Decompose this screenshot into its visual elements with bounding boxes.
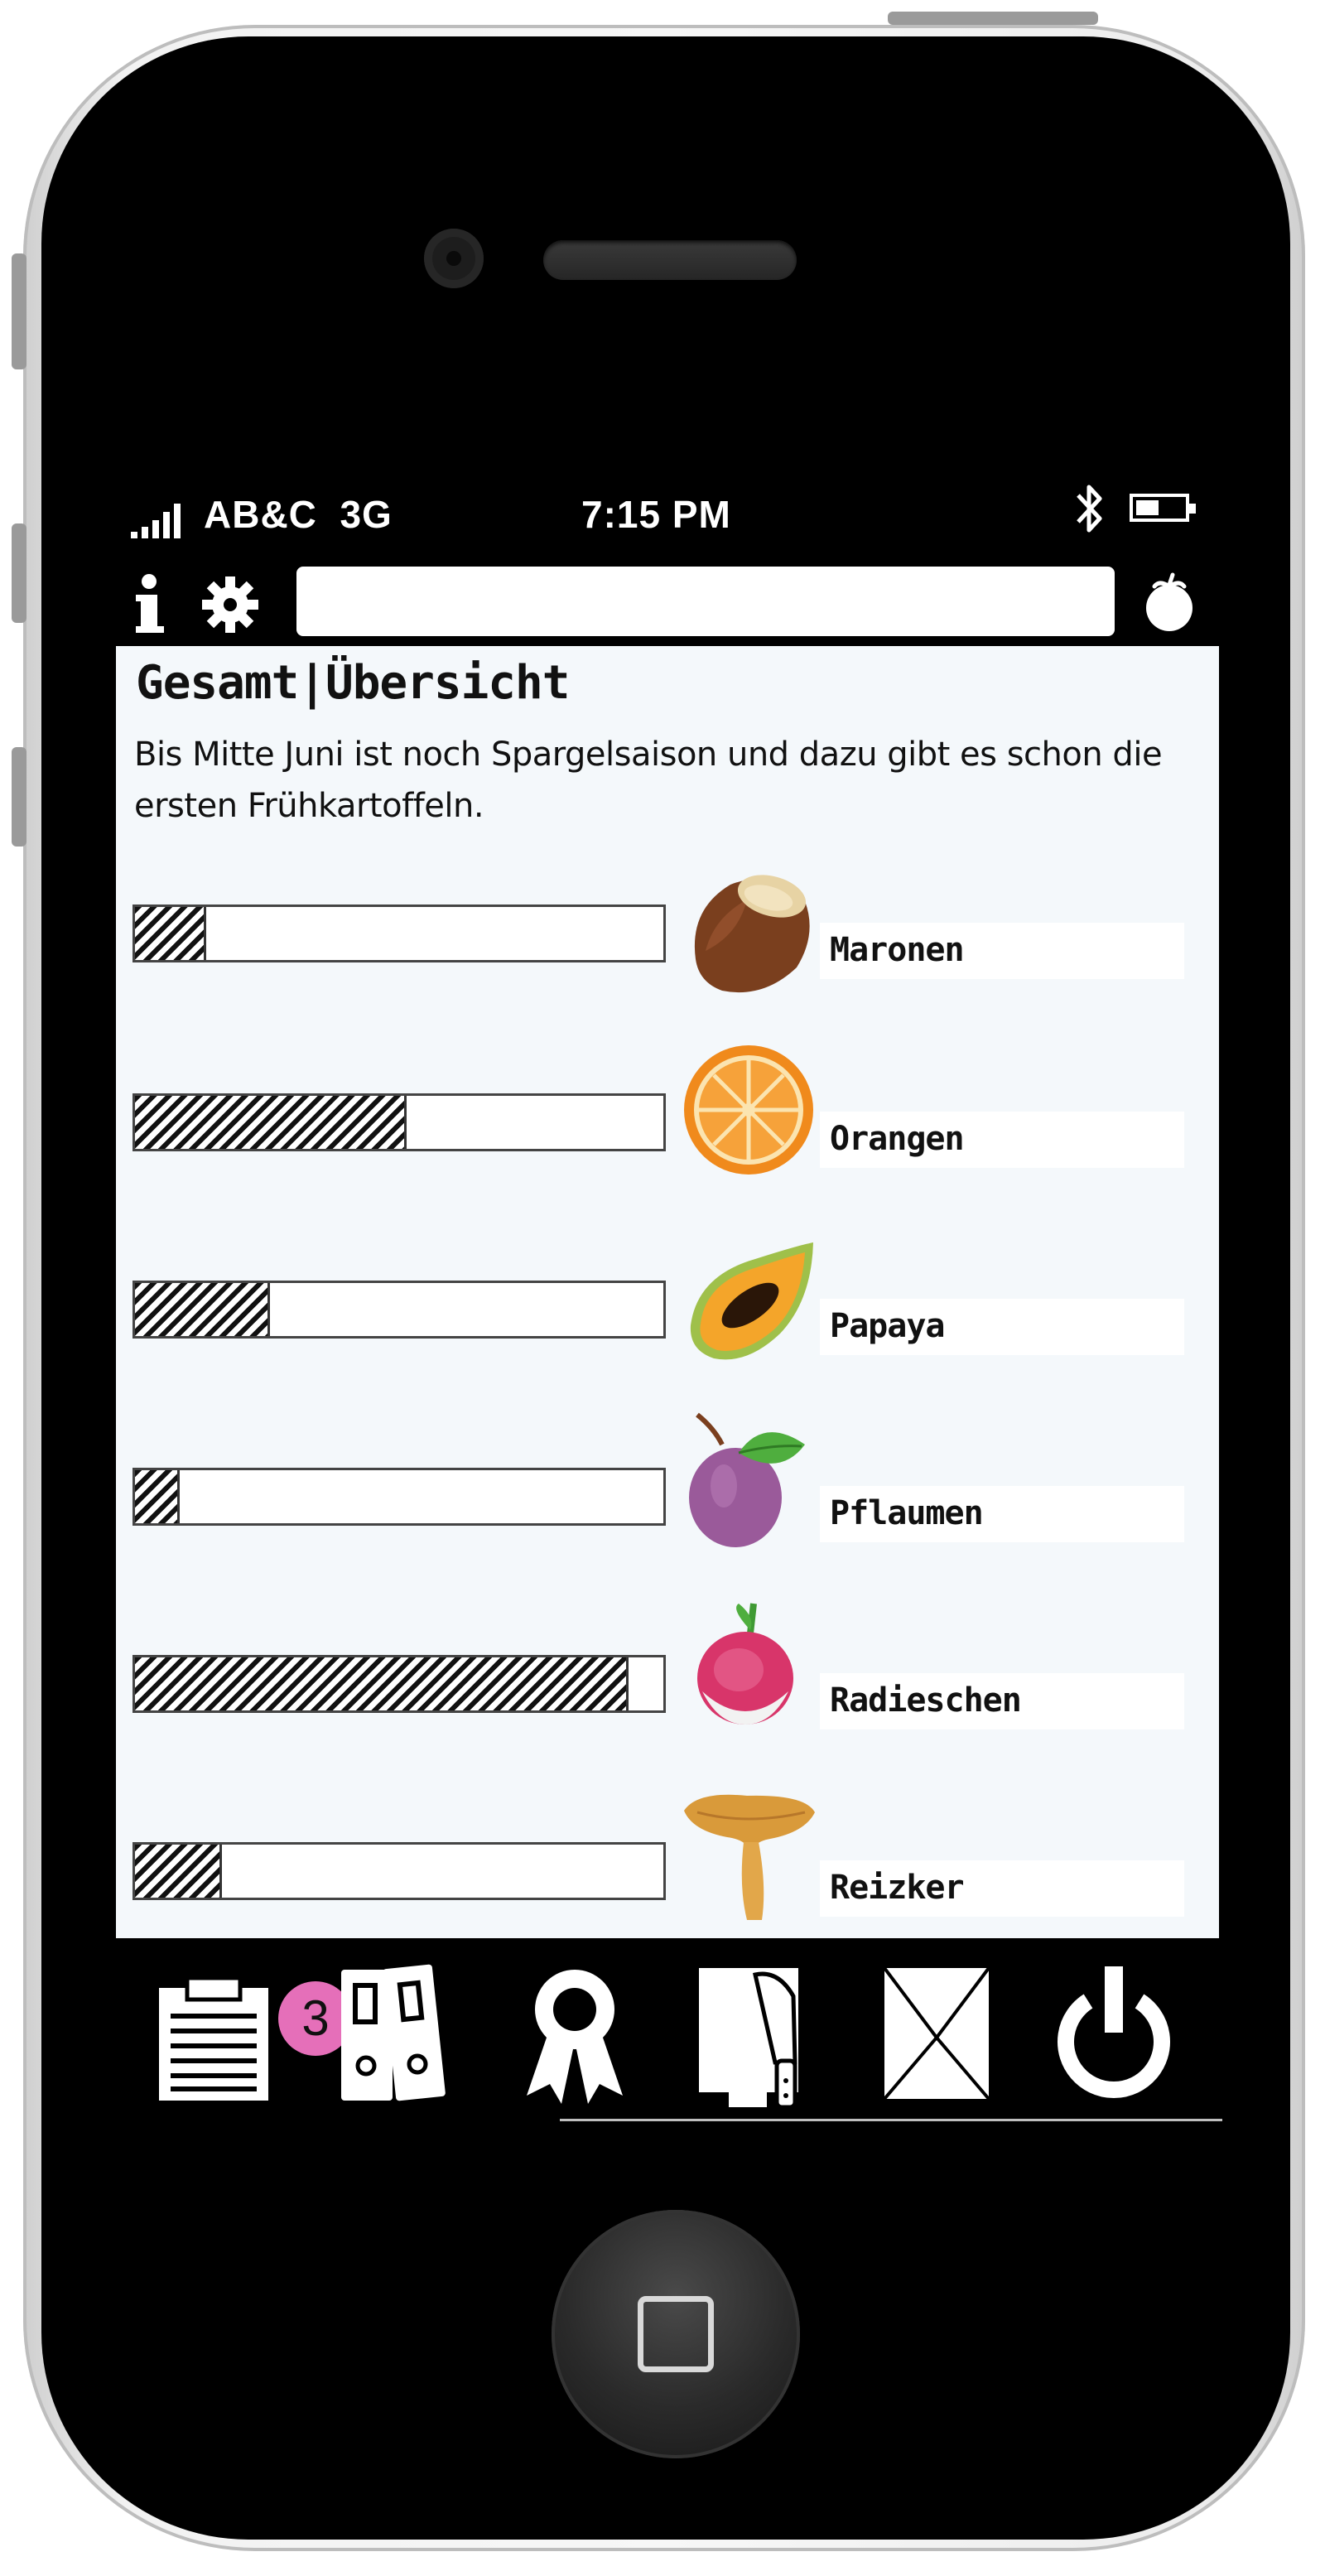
award-ribbon-icon xyxy=(527,1970,623,2104)
notification-badge: 3 xyxy=(278,1981,353,2056)
tab-notes[interactable]: 3 xyxy=(154,1963,353,2104)
home-button[interactable] xyxy=(552,2210,800,2458)
progress-fill xyxy=(135,1096,407,1149)
status-bar: AB&C 3G 7:15 PM xyxy=(113,461,1222,560)
progress-fill xyxy=(135,1470,181,1523)
envelope-icon xyxy=(881,1965,992,2102)
produce-name: Pflaumen xyxy=(830,1494,984,1532)
power-icon xyxy=(1058,1966,1170,2099)
intro-text: Bis Mitte Juni ist noch Spargelsaison un… xyxy=(134,736,1163,825)
tab-archive[interactable] xyxy=(338,1963,454,2104)
progress-fill xyxy=(135,1845,223,1898)
toolbar xyxy=(113,560,1222,646)
search-input[interactable] xyxy=(296,567,1115,636)
orange-icon xyxy=(684,1045,813,1175)
produce-label-box: Radieschen xyxy=(820,1673,1184,1729)
tab-bar: 3 xyxy=(113,1938,1222,2125)
battery-icon xyxy=(1130,494,1196,522)
season-progress-bar xyxy=(132,1842,666,1900)
mushroom-icon xyxy=(684,1794,815,1920)
chestnut-icon xyxy=(694,875,810,993)
produce-label-box: Maronen xyxy=(820,923,1184,979)
mute-switch[interactable] xyxy=(12,253,26,369)
produce-name: Papaya xyxy=(830,1307,945,1345)
tomato-icon[interactable] xyxy=(1136,570,1202,636)
tab-messages[interactable] xyxy=(879,1963,995,2104)
produce-row[interactable]: Papaya xyxy=(116,1236,1219,1401)
produce-label-box: Papaya xyxy=(820,1299,1184,1355)
produce-label-box: Reizker xyxy=(820,1860,1184,1917)
produce-row[interactable]: Orangen xyxy=(116,1045,1219,1214)
produce-name: Radieschen xyxy=(830,1681,1022,1720)
produce-row[interactable]: Radieschen xyxy=(116,1603,1219,1776)
season-progress-bar xyxy=(132,1468,666,1526)
overview-panel: Gesamt|Übersicht Bis Mitte Juni ist noch… xyxy=(116,646,1219,1938)
cutting-board-knife-icon xyxy=(699,1968,798,2110)
produce-label-box: Orangen xyxy=(820,1112,1184,1168)
page-title: Gesamt|Übersicht xyxy=(136,656,570,710)
volume-down-button[interactable] xyxy=(12,747,26,847)
earpiece-speaker xyxy=(543,240,797,280)
network-type: 3G xyxy=(340,493,393,536)
season-progress-bar xyxy=(132,1281,666,1339)
progress-fill xyxy=(135,1657,629,1710)
signal-strength-icon xyxy=(131,502,181,538)
season-progress-bar xyxy=(132,904,666,962)
tab-awards[interactable] xyxy=(522,1963,629,2104)
produce-row[interactable]: Reizker xyxy=(116,1794,1219,1938)
season-progress-bar xyxy=(132,1655,666,1713)
produce-name: Maronen xyxy=(830,931,965,969)
tabbar-divider xyxy=(560,2119,1222,2121)
season-progress-bar xyxy=(132,1093,666,1151)
clipboard-icon xyxy=(159,1975,268,2101)
produce-row[interactable]: Pflaumen xyxy=(116,1412,1219,1589)
radish-icon xyxy=(697,1603,793,1725)
screen: AB&C 3G 7:15 PM xyxy=(113,461,1222,2125)
progress-fill xyxy=(135,1283,270,1336)
produce-label-box: Pflaumen xyxy=(820,1486,1184,1542)
bluetooth-icon xyxy=(1077,485,1102,533)
info-icon[interactable] xyxy=(132,573,169,636)
binders-icon xyxy=(341,1964,446,2101)
status-time: 7:15 PM xyxy=(581,493,731,536)
produce-name: Orangen xyxy=(830,1120,965,1158)
progress-fill xyxy=(135,907,206,960)
produce-row[interactable]: Maronen xyxy=(116,860,1219,1025)
carrier-name: AB&C 3G xyxy=(204,493,393,536)
plum-icon xyxy=(689,1412,805,1547)
volume-up-button[interactable] xyxy=(12,523,26,623)
papaya-icon xyxy=(690,1242,813,1360)
produce-name: Reizker xyxy=(830,1869,965,1907)
power-button[interactable] xyxy=(888,12,1098,25)
tab-recipes[interactable] xyxy=(696,1963,820,2110)
gear-icon[interactable] xyxy=(200,575,260,634)
tab-logout[interactable] xyxy=(1052,1963,1176,2104)
front-camera xyxy=(424,229,484,288)
home-square-icon xyxy=(638,2296,714,2372)
